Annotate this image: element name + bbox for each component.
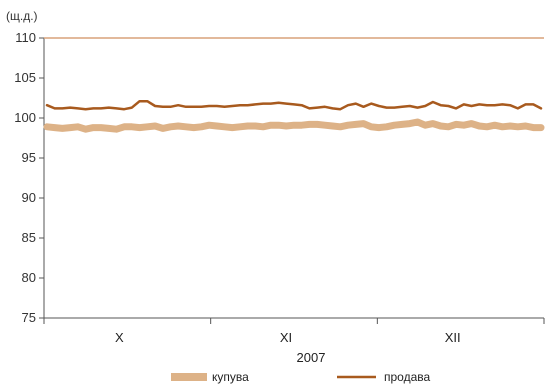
x-axis-year-label: 2007: [297, 350, 326, 365]
y-unit-label: (щ.д.): [6, 9, 38, 23]
y-tick-label: 95: [22, 150, 36, 165]
x-month-label: XI: [280, 330, 292, 345]
y-axis: 75 80 85 90 95 100 105 110: [14, 30, 45, 325]
series-line-buy: [43, 118, 545, 133]
series-line-sell: [45, 99, 543, 111]
legend: купува продава: [171, 370, 430, 384]
plot-lines: [43, 99, 545, 133]
y-tick-label: 75: [22, 310, 36, 325]
legend-swatch-buy: [171, 373, 207, 381]
y-tick-label: 100: [14, 110, 36, 125]
x-month-label: XII: [445, 330, 461, 345]
y-tick-label: 105: [14, 70, 36, 85]
y-tick-label: 110: [15, 30, 36, 45]
y-tick-label: 85: [22, 230, 36, 245]
legend-label-buy: купува: [212, 370, 249, 384]
legend-label-sell: продава: [384, 370, 430, 384]
x-month-label: X: [115, 330, 124, 345]
y-tick-label: 80: [22, 270, 36, 285]
x-axis: X XI XII: [43, 37, 545, 345]
y-tick-label: 90: [22, 190, 36, 205]
